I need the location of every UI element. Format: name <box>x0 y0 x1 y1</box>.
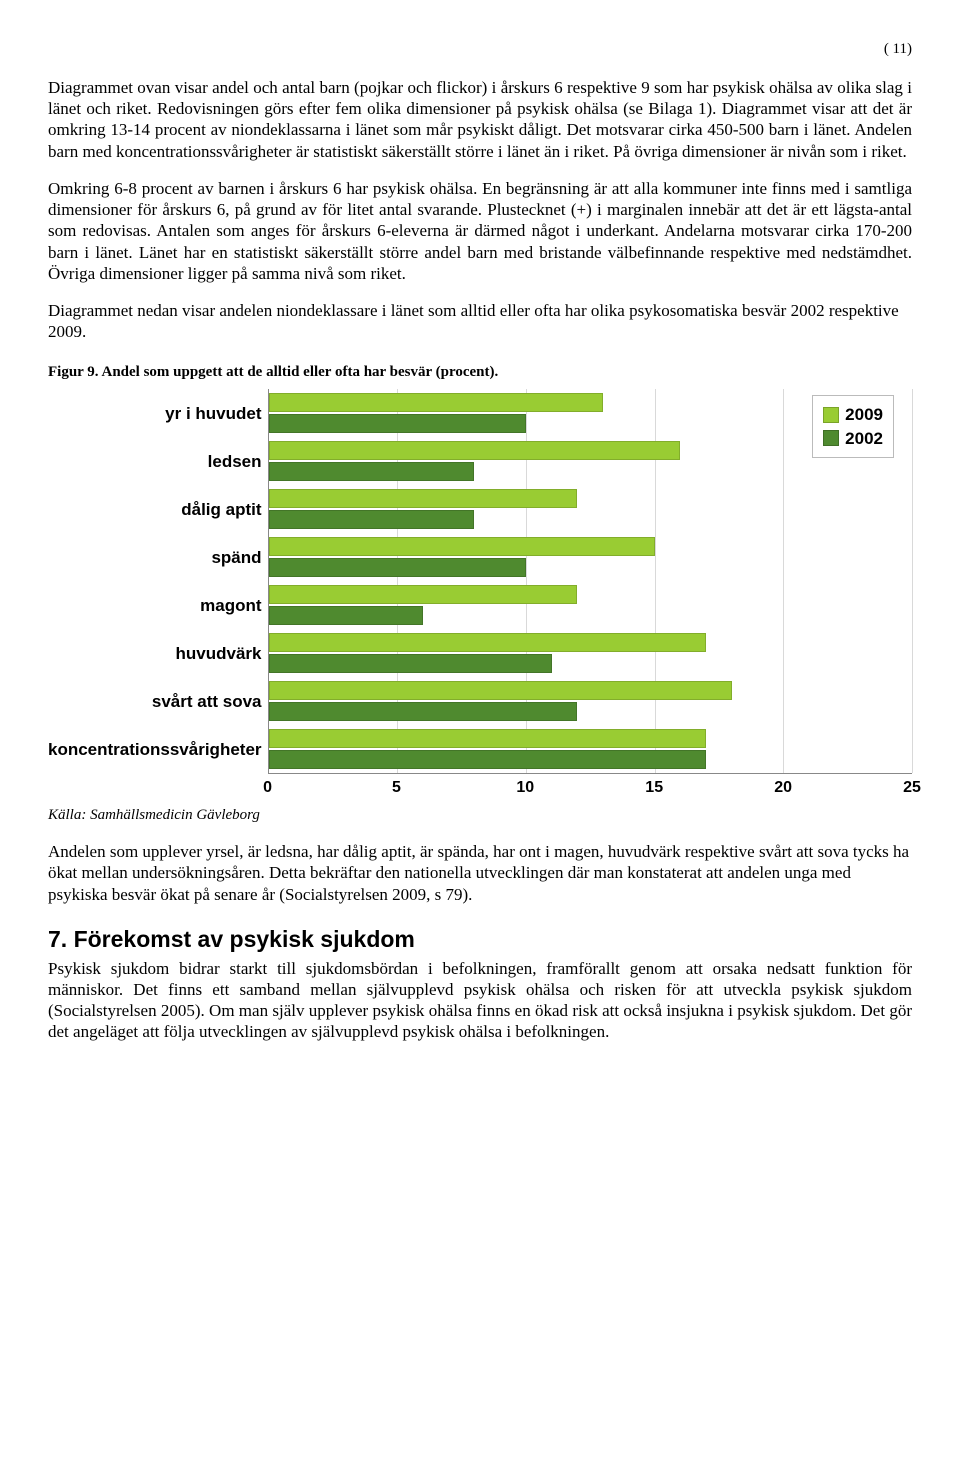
x-tick-label: 15 <box>645 778 663 798</box>
paragraph-3: Diagrammet nedan visar andelen niondekla… <box>48 300 912 343</box>
bar <box>269 702 578 721</box>
bar <box>269 558 526 577</box>
bar <box>269 414 526 433</box>
y-axis-labels: yr i huvudetledsendålig aptitspändmagont… <box>48 389 268 800</box>
category-label: koncentrationssvårigheter <box>48 725 268 773</box>
x-tick-label: 10 <box>516 778 534 798</box>
bar <box>269 681 732 700</box>
legend-swatch <box>823 407 839 423</box>
bar <box>269 585 578 604</box>
x-tick-label: 20 <box>774 778 792 798</box>
x-tick-label: 0 <box>263 778 272 798</box>
legend-row: 2002 <box>823 428 883 449</box>
legend-swatch <box>823 430 839 446</box>
category-label: ledsen <box>208 437 268 485</box>
plot: 0510152025 20092002 <box>268 389 912 800</box>
x-tick-label: 5 <box>392 778 401 798</box>
bar-group <box>269 533 912 581</box>
bar <box>269 750 707 769</box>
category-label: svårt att sova <box>152 677 268 725</box>
chart-legend: 2009 2002 <box>812 395 894 458</box>
bar <box>269 633 707 652</box>
paragraph-1: Diagrammet ovan visar andel och antal ba… <box>48 77 912 162</box>
figure-title: Figur 9. Andel som uppgett att de alltid… <box>48 363 912 382</box>
paragraph-2: Omkring 6-8 procent av barnen i årskurs … <box>48 178 912 284</box>
bar <box>269 489 578 508</box>
page-number: ( 11) <box>48 40 912 59</box>
bar-group <box>269 629 912 677</box>
bar-group <box>269 725 912 773</box>
bar-group <box>269 581 912 629</box>
chart-source: Källa: Samhällsmedicin Gävleborg <box>48 806 912 825</box>
x-tick-label: 25 <box>903 778 921 798</box>
bar <box>269 654 552 673</box>
bar <box>269 510 475 529</box>
legend-label: 2009 <box>845 404 883 425</box>
bar-group <box>269 485 912 533</box>
x-axis: 0510152025 <box>268 774 912 800</box>
bar <box>269 441 681 460</box>
legend-row: 2009 <box>823 404 883 425</box>
bar-group <box>269 677 912 725</box>
bar <box>269 537 655 556</box>
bar <box>269 606 423 625</box>
paragraph-4: Andelen som upplever yrsel, är ledsna, h… <box>48 841 912 905</box>
section-heading: 7. Förekomst av psykisk sjukdom <box>48 925 912 954</box>
bar <box>269 462 475 481</box>
bar <box>269 729 707 748</box>
figure-9-chart: yr i huvudetledsendålig aptitspändmagont… <box>48 389 912 800</box>
category-label: huvudvärk <box>176 629 268 677</box>
paragraph-5: Psykisk sjukdom bidrar starkt till sjukd… <box>48 958 912 1043</box>
gridline <box>912 389 913 773</box>
bar <box>269 393 604 412</box>
category-label: dålig aptit <box>181 485 267 533</box>
legend-label: 2002 <box>845 428 883 449</box>
category-label: yr i huvudet <box>165 389 267 437</box>
category-label: spänd <box>211 533 267 581</box>
category-label: magont <box>200 581 267 629</box>
